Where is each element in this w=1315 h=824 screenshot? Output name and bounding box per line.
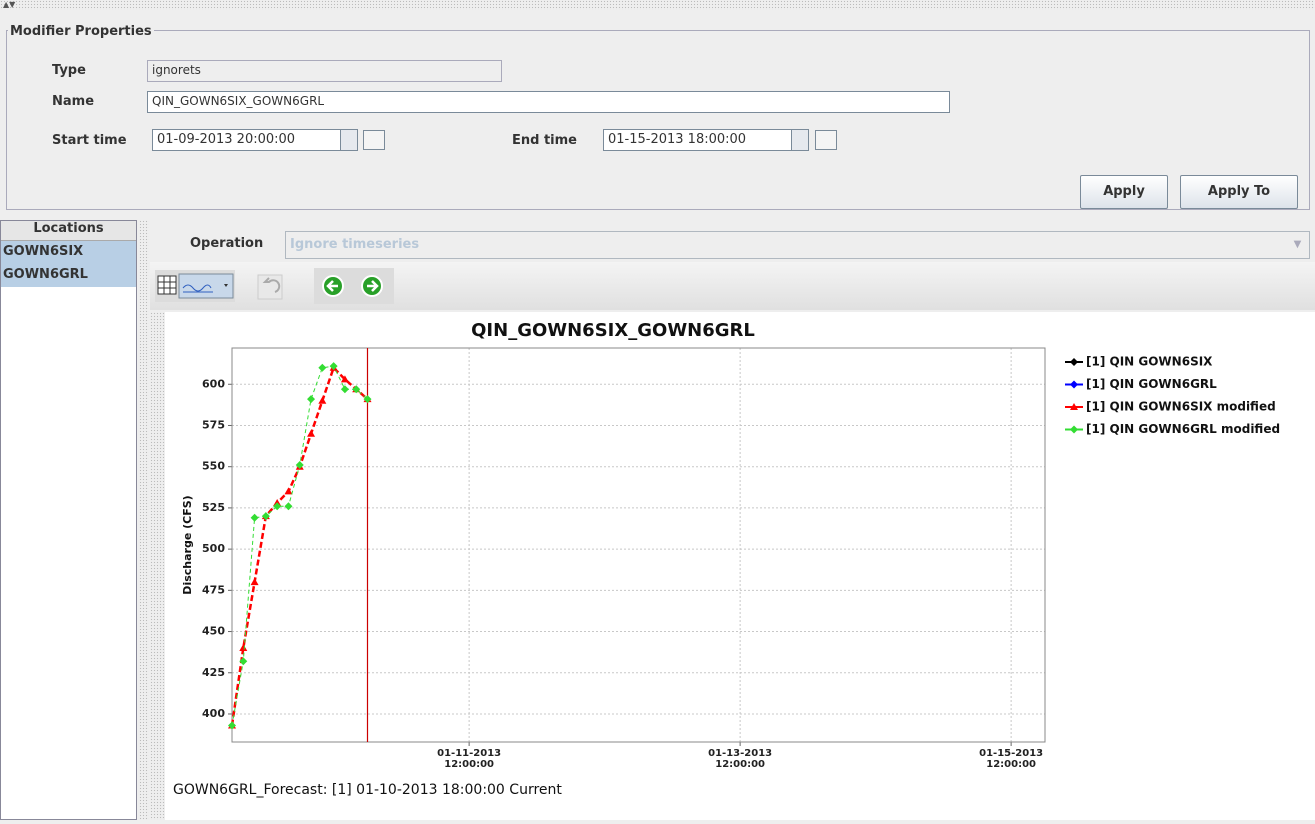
y-axis-label: Discharge (CFS) bbox=[181, 495, 194, 594]
plot-frame bbox=[231, 347, 1046, 743]
series-line bbox=[231, 365, 368, 726]
y-tick-label: 575 bbox=[202, 418, 225, 431]
x-tick-label: 01-11-2013 12:00:00 bbox=[437, 748, 502, 770]
type-field: ignorets bbox=[147, 60, 502, 82]
type-label: Type bbox=[52, 63, 86, 78]
point bbox=[284, 487, 293, 495]
dropdown-arrow bbox=[224, 284, 228, 287]
table-view-button[interactable] bbox=[157, 275, 177, 295]
point bbox=[250, 578, 259, 586]
point bbox=[340, 375, 349, 383]
locations-panel bbox=[0, 220, 137, 820]
start-calendar-button[interactable] bbox=[363, 130, 385, 150]
point bbox=[340, 385, 349, 394]
chart-icon bbox=[182, 284, 212, 292]
locations-header: Locations bbox=[1, 221, 136, 241]
legend-marker bbox=[1070, 380, 1078, 389]
y-tick-label: 600 bbox=[202, 377, 225, 390]
legend-label: [1] QIN GOWN6SIX bbox=[1086, 355, 1213, 369]
point bbox=[318, 396, 327, 404]
legend-label: [1] QIN GOWN6SIX modified bbox=[1086, 400, 1276, 414]
vertical-splitter[interactable] bbox=[139, 220, 149, 820]
undo-button[interactable] bbox=[257, 274, 283, 300]
point bbox=[329, 362, 338, 371]
point bbox=[273, 502, 282, 511]
end-spinner[interactable] bbox=[791, 129, 809, 151]
chart-title: QIN_GOWN6SIX_GOWN6GRL bbox=[471, 320, 755, 341]
y-tick-label: 500 bbox=[202, 542, 225, 555]
x-tick-label: 01-13-2013 12:00:00 bbox=[708, 748, 773, 770]
location-item[interactable]: GOWN6SIX bbox=[1, 241, 136, 264]
undo-icon bbox=[262, 277, 281, 293]
point bbox=[318, 363, 327, 372]
point bbox=[228, 721, 236, 730]
next-icon bbox=[367, 280, 379, 292]
operation-label: Operation bbox=[190, 236, 264, 251]
top-splitter[interactable] bbox=[0, 0, 1315, 10]
y-tick-label: 450 bbox=[202, 625, 225, 638]
start-spinner[interactable] bbox=[340, 129, 358, 151]
chart-panel: QIN_GOWN6SIX_GOWN6GRL Discharge (CFS) 40… bbox=[165, 312, 1315, 820]
point bbox=[284, 502, 293, 511]
end-calendar-button[interactable] bbox=[815, 130, 837, 150]
legend-marker bbox=[1070, 425, 1078, 434]
point bbox=[250, 513, 259, 522]
status-text: GOWN6GRL_Forecast: [1] 01-10-2013 18:00:… bbox=[173, 782, 562, 798]
y-tick-label: 525 bbox=[202, 501, 225, 514]
point bbox=[239, 644, 248, 652]
y-tick-label: 475 bbox=[202, 583, 225, 596]
table-icon bbox=[158, 276, 176, 294]
point bbox=[307, 395, 316, 404]
previous-icon bbox=[326, 280, 338, 292]
name-field[interactable]: QIN_GOWN6SIX_GOWN6GRL bbox=[147, 91, 950, 113]
start-time-label: Start time bbox=[52, 133, 127, 148]
series-line bbox=[230, 365, 369, 726]
legend-marker bbox=[1070, 358, 1078, 366]
apply-to-button[interactable]: Apply To bbox=[1180, 175, 1298, 209]
legend-marker bbox=[1070, 403, 1078, 410]
collapse-arrows[interactable]: ▲▼ bbox=[3, 0, 16, 9]
legend-label: [1] QIN GOWN6GRL modified bbox=[1086, 422, 1280, 436]
location-item[interactable]: GOWN6GRL bbox=[1, 264, 136, 287]
point bbox=[307, 429, 316, 437]
y-tick-label: 425 bbox=[202, 666, 225, 679]
point bbox=[261, 512, 270, 521]
x-tick-label: 01-15-2013 12:00:00 bbox=[979, 748, 1044, 770]
end-time-label: End time bbox=[512, 133, 577, 148]
y-tick-label: 550 bbox=[202, 460, 225, 473]
chart: QIN_GOWN6SIX_GOWN6GRL Discharge (CFS) 40… bbox=[181, 320, 1280, 746]
toolbar-icons bbox=[155, 268, 394, 304]
point bbox=[352, 385, 361, 394]
legend-label: [1] QIN GOWN6GRL bbox=[1086, 377, 1217, 391]
chart-left-margin bbox=[150, 312, 164, 820]
point bbox=[239, 657, 248, 666]
name-label: Name bbox=[52, 94, 95, 109]
point bbox=[363, 395, 372, 404]
combo-arrow: ▼ bbox=[1293, 239, 1302, 250]
point bbox=[295, 461, 304, 470]
start-time-field[interactable]: 01-09-2013 20:00:00 bbox=[152, 129, 342, 151]
end-time-field[interactable]: 01-15-2013 18:00:00 bbox=[603, 129, 793, 151]
group-title: Modifier Properties bbox=[8, 24, 154, 39]
y-tick-label: 400 bbox=[202, 707, 225, 720]
chart-view-button[interactable] bbox=[178, 273, 234, 299]
modifier-properties-group bbox=[6, 30, 1310, 210]
operation-combo: Ignore timeseries bbox=[285, 231, 1310, 259]
apply-button[interactable]: Apply bbox=[1080, 175, 1168, 209]
